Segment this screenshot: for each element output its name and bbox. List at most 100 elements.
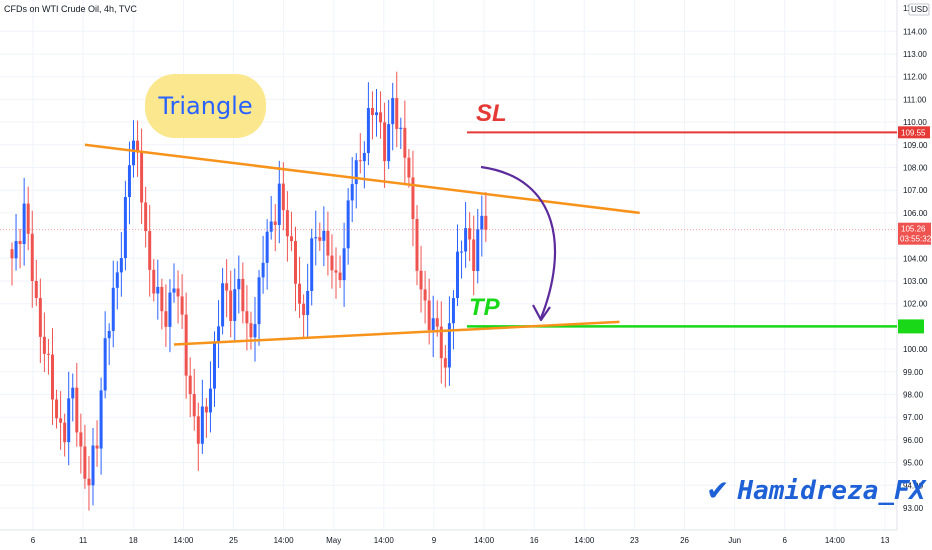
candle-body bbox=[431, 318, 435, 331]
candle-body bbox=[407, 157, 411, 178]
candle-body bbox=[370, 108, 374, 116]
time-tick-label: 25 bbox=[229, 536, 238, 545]
candle-body bbox=[127, 165, 131, 198]
price-tick-label: 100.00 bbox=[903, 345, 928, 354]
candle-body bbox=[314, 237, 318, 239]
candle-body bbox=[273, 221, 277, 225]
price-axis: 114.00 113.00 112.00 111.00 110.00 109.00 108.… bbox=[898, 3, 932, 513]
candle-body bbox=[168, 292, 172, 327]
candle-body bbox=[172, 288, 176, 293]
candle-body bbox=[200, 406, 204, 444]
candle-body bbox=[298, 283, 302, 304]
candle-body bbox=[379, 112, 383, 123]
price-tick-label: 93.00 bbox=[903, 504, 924, 513]
candle-body bbox=[354, 160, 358, 185]
candle-body bbox=[427, 300, 431, 331]
triangle-label: Triangle bbox=[145, 74, 266, 138]
candle-body bbox=[302, 303, 306, 316]
candle-body bbox=[245, 311, 249, 324]
candle-body bbox=[75, 387, 79, 433]
arrow-head-icon bbox=[532, 304, 551, 322]
time-tick-label: 14:00 bbox=[474, 536, 495, 545]
chart-overlays bbox=[0, 131, 897, 346]
price-tick-label: 95.00 bbox=[903, 459, 924, 468]
candle-body bbox=[435, 318, 439, 327]
candle-body bbox=[399, 127, 403, 129]
candle-body bbox=[208, 388, 212, 413]
candle-body bbox=[176, 288, 180, 297]
candle-body bbox=[326, 230, 330, 256]
candle-body bbox=[460, 251, 464, 253]
sl-price-badge-label: 109.55 bbox=[901, 128, 926, 137]
candle-body bbox=[160, 286, 164, 312]
candle-body bbox=[30, 233, 34, 281]
time-tick-label: 23 bbox=[630, 536, 639, 545]
candle-body bbox=[38, 298, 42, 337]
candle-body bbox=[225, 283, 229, 291]
candle-body bbox=[451, 298, 455, 324]
triangle-lower-trendline bbox=[173, 320, 620, 346]
candle-body bbox=[277, 183, 281, 225]
candle-body bbox=[180, 296, 184, 315]
watermark-text: Hamidreza_FX bbox=[737, 476, 926, 506]
price-tick-label: 114.00 bbox=[903, 27, 927, 36]
candle-body bbox=[132, 140, 135, 166]
price-tick-label: 106.00 bbox=[903, 209, 928, 218]
candle-body bbox=[107, 330, 111, 339]
candle-body bbox=[346, 200, 350, 249]
time-tick-label: May bbox=[326, 536, 341, 545]
time-tick-label: 16 bbox=[530, 536, 539, 545]
time-tick-label: 14:00 bbox=[825, 536, 846, 545]
candle-body bbox=[18, 241, 22, 244]
sl-label: SL bbox=[476, 100, 507, 127]
triangle-upper-trendline bbox=[84, 143, 640, 215]
candle-body bbox=[330, 255, 334, 271]
currency-badge-label: USD bbox=[911, 5, 928, 14]
candle-body bbox=[289, 236, 293, 242]
candle-body bbox=[87, 478, 91, 486]
candle-body bbox=[237, 278, 241, 290]
candle-body bbox=[34, 281, 38, 299]
price-tick-label: 113.00 bbox=[903, 50, 927, 59]
candle-body bbox=[111, 287, 115, 331]
candle-body bbox=[261, 262, 265, 278]
candle-body bbox=[51, 354, 54, 400]
candle-body bbox=[115, 272, 119, 288]
candle-body bbox=[439, 326, 443, 359]
check-icon: ✔ bbox=[706, 474, 730, 507]
candle-body bbox=[423, 289, 427, 301]
sl-price-badge bbox=[898, 126, 930, 139]
candle-body bbox=[233, 289, 237, 321]
candle-body bbox=[188, 375, 192, 395]
watermark: ✔ Hamidreza_FX bbox=[706, 476, 925, 506]
candle-body bbox=[484, 215, 488, 230]
time-tick-label: 26 bbox=[680, 536, 689, 545]
candle-body bbox=[241, 278, 245, 312]
time-tick-label: 13 bbox=[881, 536, 890, 545]
candle-body bbox=[334, 270, 338, 273]
candle-body bbox=[144, 202, 148, 232]
currency-badge bbox=[908, 3, 930, 16]
candle-body bbox=[213, 341, 216, 389]
candle-body bbox=[79, 432, 83, 447]
candle-body bbox=[265, 231, 269, 263]
candle-body bbox=[196, 416, 200, 444]
chart-title: CFDs on WTI Crude Oil, 4h, TVC bbox=[4, 4, 137, 14]
candle-body bbox=[476, 229, 480, 272]
candle-body bbox=[26, 203, 30, 234]
time-tick-label: 14:00 bbox=[274, 536, 295, 545]
candle-body bbox=[285, 210, 289, 237]
price-tick-label: 97.00 bbox=[903, 413, 924, 422]
candle-body bbox=[480, 215, 484, 230]
candle-body bbox=[318, 237, 322, 241]
candle-body bbox=[204, 406, 208, 413]
candle-body bbox=[456, 251, 459, 299]
candle-body bbox=[99, 390, 103, 449]
candle-body bbox=[383, 122, 387, 162]
time-tick-label: 14:00 bbox=[374, 536, 395, 545]
candle-body bbox=[217, 326, 221, 342]
candle-body bbox=[310, 238, 314, 291]
candle-body bbox=[55, 399, 59, 419]
triangle-label-text: Triangle bbox=[158, 92, 253, 120]
